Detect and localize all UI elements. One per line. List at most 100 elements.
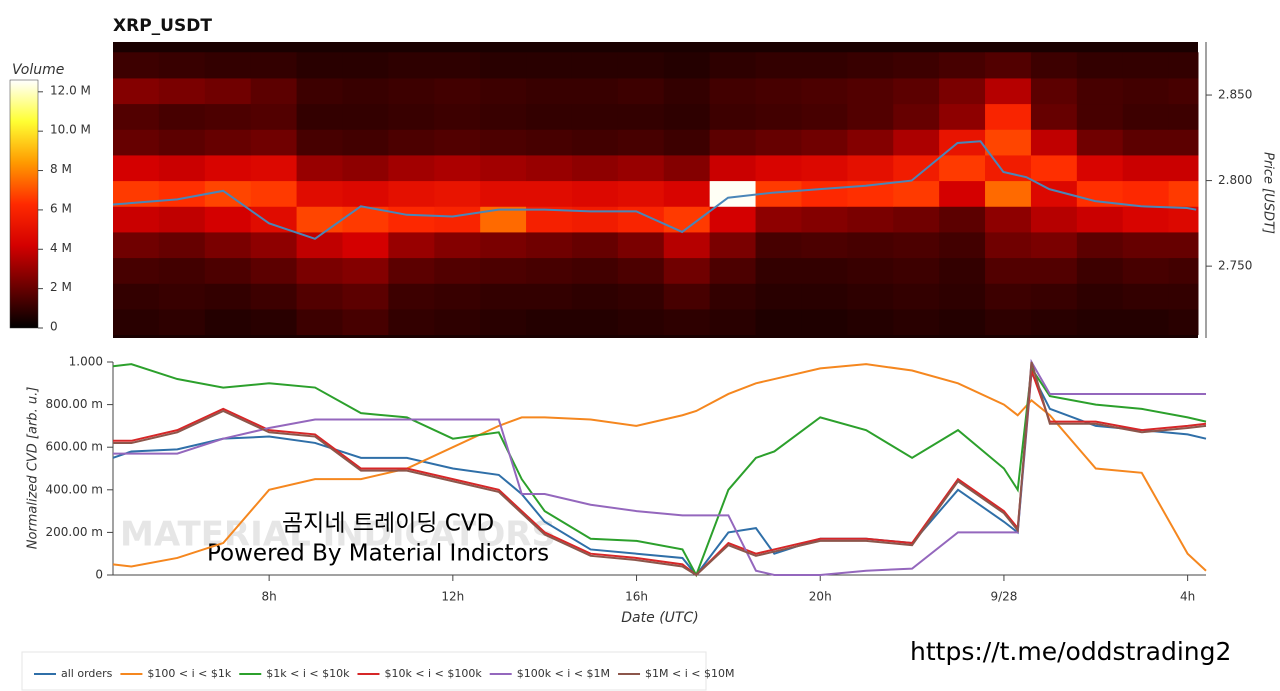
heat-cell xyxy=(1076,154,1124,182)
heat-cell xyxy=(617,52,665,79)
heat-cell xyxy=(617,231,665,259)
colorbar-tick-label: 12.0 M xyxy=(50,83,91,97)
heat-cell xyxy=(480,129,527,156)
heat-cell xyxy=(526,52,573,79)
heat-cell xyxy=(1122,231,1170,259)
heat-cell xyxy=(985,103,1032,130)
colorbar-tick-label: 4 M xyxy=(50,241,72,255)
heat-cell xyxy=(1122,52,1170,79)
heat-cell xyxy=(1030,103,1078,130)
heat-cell xyxy=(755,283,802,310)
heat-cell xyxy=(1076,257,1124,284)
heat-cell xyxy=(617,180,665,207)
heat-cell xyxy=(617,154,665,182)
heat-cell xyxy=(663,52,711,79)
heat-cell xyxy=(250,154,298,182)
heat-cell xyxy=(250,257,298,284)
legend-label: all orders xyxy=(61,667,113,680)
heat-cell xyxy=(1122,257,1170,284)
heat-cell xyxy=(526,308,573,336)
legend-label: $100 < i < $1k xyxy=(147,667,231,680)
colorbar-tick-label: 8 M xyxy=(50,162,72,176)
heat-cell xyxy=(296,206,343,233)
y-tick-label: 2.800 xyxy=(1218,173,1252,187)
heat-cell xyxy=(755,231,802,259)
heat-cell xyxy=(480,180,527,207)
heat-cell xyxy=(388,283,435,310)
heat-cell xyxy=(480,231,527,259)
heat-cell xyxy=(801,231,848,259)
heat-cell xyxy=(296,52,343,79)
heat-cell xyxy=(939,52,986,79)
heat-cell xyxy=(617,77,665,105)
heat-cell xyxy=(204,103,252,130)
heat-cell xyxy=(434,129,481,156)
heat-cell xyxy=(755,129,802,156)
x-axis-label: Date (UTC) xyxy=(621,610,698,626)
heat-cell xyxy=(1030,231,1078,259)
heat-cell xyxy=(1168,283,1199,310)
heat-cell xyxy=(985,257,1032,284)
heat-cell xyxy=(204,308,252,336)
series-line xyxy=(112,363,1207,572)
heat-cell xyxy=(296,154,343,182)
heat-cell xyxy=(204,77,252,105)
heat-cell xyxy=(526,180,573,207)
heat-cell xyxy=(939,77,986,105)
heat-cell xyxy=(985,283,1032,310)
heat-cell xyxy=(113,308,160,336)
series-line xyxy=(113,361,1207,577)
heat-cell xyxy=(801,206,848,233)
heat-cell xyxy=(893,206,940,233)
heat-cell xyxy=(847,283,894,310)
heat-cell xyxy=(939,206,986,233)
heat-cell xyxy=(1076,231,1124,259)
heat-cell xyxy=(434,283,481,310)
heat-cell xyxy=(388,180,435,207)
heat-cell xyxy=(709,77,757,105)
heat-cell xyxy=(113,52,160,79)
heat-cell xyxy=(158,77,206,105)
heat-cell xyxy=(801,103,848,130)
heat-cell xyxy=(158,154,206,182)
heat-cell xyxy=(388,154,435,182)
y-tick-label: 1.000 xyxy=(69,355,103,369)
x-tick-label: 20h xyxy=(809,590,832,604)
heat-cell xyxy=(526,103,573,130)
heat-cell xyxy=(296,308,343,336)
x-tick-label: 8h xyxy=(262,590,277,604)
y-tick-label: 200.00 m xyxy=(46,525,104,539)
heat-cell xyxy=(847,154,894,182)
heat-cell xyxy=(113,206,160,233)
heat-cell xyxy=(158,103,206,130)
heat-cell xyxy=(113,77,160,105)
heat-cell xyxy=(250,283,298,310)
watermark-text: Powered By Material Indictors xyxy=(207,541,549,567)
heat-cell xyxy=(893,77,940,105)
heat-cell xyxy=(985,231,1032,259)
heat-cell xyxy=(480,283,527,310)
y-tick-label: 800.00 m xyxy=(46,397,104,411)
heat-cell xyxy=(709,257,757,284)
heat-cell xyxy=(526,257,573,284)
heat-cell xyxy=(1076,77,1124,105)
heat-cell xyxy=(204,129,252,156)
heat-cell xyxy=(250,129,298,156)
heat-cell xyxy=(388,231,435,259)
heat-cell xyxy=(204,231,252,259)
heat-cell xyxy=(526,154,573,182)
heat-cell xyxy=(342,52,389,79)
heat-cell xyxy=(1076,283,1124,310)
heat-cell xyxy=(434,308,481,336)
heat-cell xyxy=(526,129,573,156)
heat-cell xyxy=(617,283,665,310)
heat-cell xyxy=(617,206,665,233)
heat-cell xyxy=(204,52,252,79)
y-axis-label: Price [USDT] xyxy=(1261,152,1276,234)
heat-cell xyxy=(204,206,252,233)
heat-cell xyxy=(571,52,619,79)
heat-cell xyxy=(617,257,665,284)
heat-cell xyxy=(755,52,802,79)
heat-cell xyxy=(663,257,711,284)
